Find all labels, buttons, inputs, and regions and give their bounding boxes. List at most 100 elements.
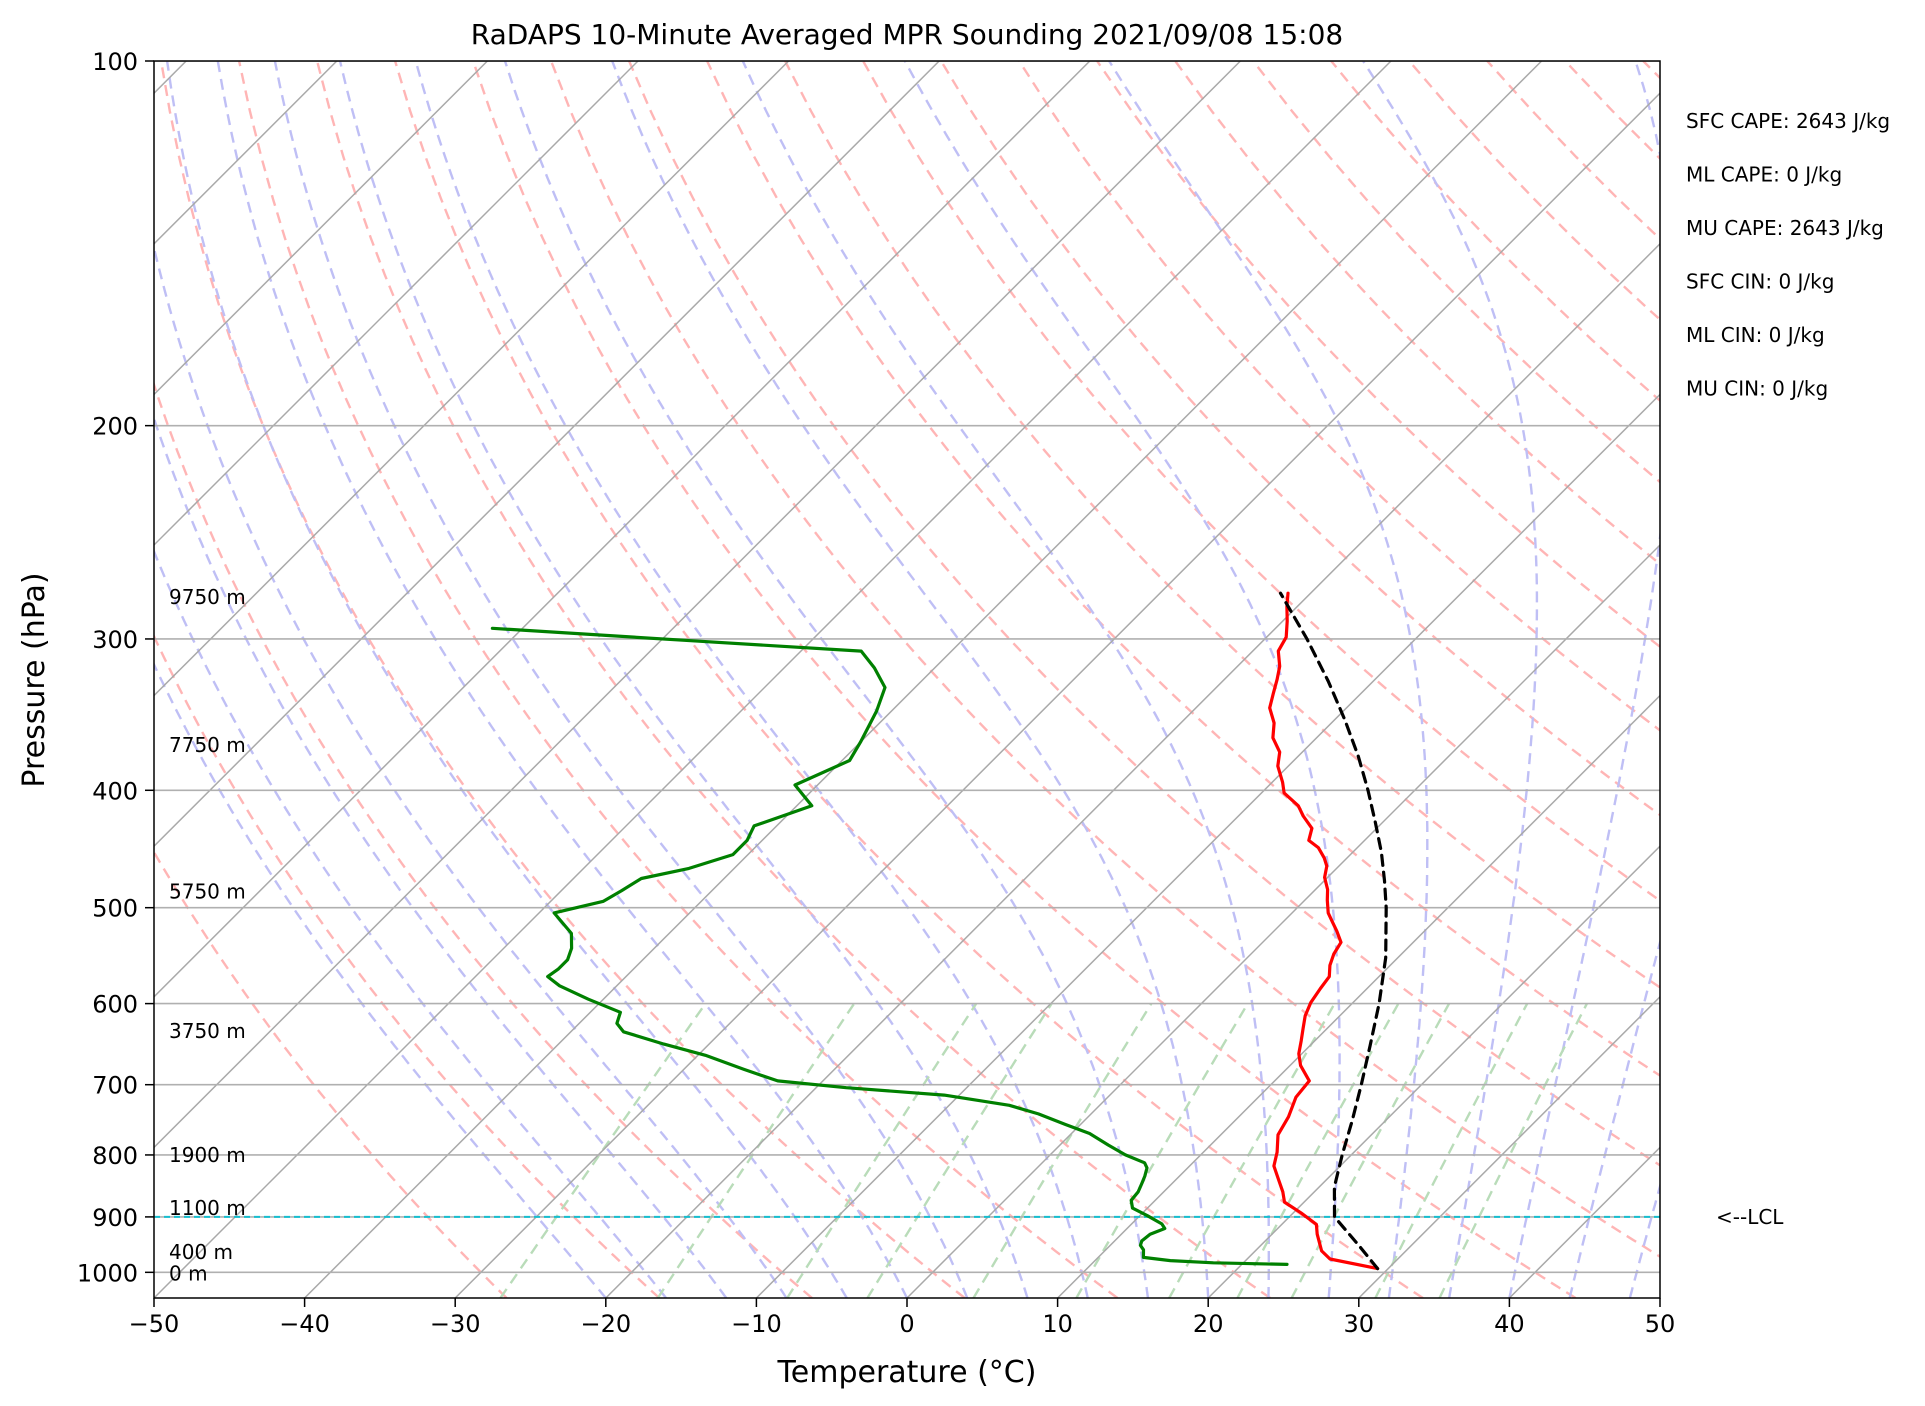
isotherm-line xyxy=(154,61,1241,1149)
dry-adiabat-line xyxy=(159,61,966,1298)
y-tick-label: 700 xyxy=(92,1072,138,1100)
moist-adiabat-line xyxy=(338,61,1029,1298)
dry-adiabat-line xyxy=(154,849,508,1298)
mixing-ratio-line xyxy=(656,1002,856,1298)
mixing-ratio-line xyxy=(1438,1003,1588,1298)
index-value-label: ML CIN: 0 J/kg xyxy=(1686,323,1825,347)
moist-adiabat-line xyxy=(1508,61,1660,1298)
x-tick-label: −20 xyxy=(580,1310,631,1338)
isotherm-line xyxy=(154,61,790,697)
dry-adiabat-line xyxy=(471,61,1577,1298)
dry-adiabat-line xyxy=(237,61,1119,1298)
moist-adiabat-line xyxy=(611,61,1210,1298)
y-tick-label: 900 xyxy=(92,1204,138,1232)
isotherm-line xyxy=(605,242,1660,1298)
y-tick-label: 600 xyxy=(92,991,138,1019)
y-tick-label: 800 xyxy=(92,1142,138,1170)
y-tick-label: 300 xyxy=(92,626,138,654)
y-tick-label: 100 xyxy=(92,48,138,76)
isotherm-line xyxy=(1207,845,1660,1298)
isotherms xyxy=(154,61,1660,1298)
x-tick-label: 20 xyxy=(1193,1310,1224,1338)
x-tick-label: −50 xyxy=(129,1310,180,1338)
dry-adiabat-line xyxy=(154,380,813,1298)
height-label: 0 m xyxy=(169,1261,208,1285)
x-tick-label: 0 xyxy=(899,1310,914,1338)
moist-adiabat-line xyxy=(1362,61,1539,1298)
isotherm-line xyxy=(1358,995,1660,1298)
mixing-ratio-line xyxy=(1374,1003,1529,1298)
height-label: 9750 m xyxy=(169,585,246,609)
y-tick-label: 400 xyxy=(92,777,138,805)
moist-adiabat-line xyxy=(154,414,728,1298)
x-tick-label: −30 xyxy=(430,1310,481,1338)
isotherm-line xyxy=(454,92,1660,1298)
y-axis-label: Pressure (hPa) xyxy=(17,572,52,787)
y-axis-ticks: 100 200 300 400 500 600 700 800 900 1000 xyxy=(77,48,154,1287)
mixing-ratio-line xyxy=(972,1002,1153,1298)
mixing-ratio-lines xyxy=(499,1002,1588,1298)
x-tick-label: −10 xyxy=(731,1310,782,1338)
moist-adiabat-line xyxy=(216,61,909,1298)
y-tick-label: 1000 xyxy=(77,1259,138,1287)
mixing-ratio-line xyxy=(499,1002,707,1298)
temperature-line xyxy=(1268,591,1380,1271)
isotherm-line xyxy=(755,393,1660,1298)
dewpoint-line xyxy=(490,626,1289,1266)
plot-area xyxy=(154,61,1660,1298)
x-tick-label: 10 xyxy=(1042,1310,1073,1338)
indices-panel: SFC CAPE: 2643 J/kg ML CAPE: 0 J/kg MU CAP… xyxy=(1686,109,1890,401)
isotherm-line xyxy=(906,543,1660,1298)
sounding-series xyxy=(490,591,1388,1271)
dry-adiabat-line xyxy=(549,61,1660,1259)
dry-adiabat-line xyxy=(315,61,1271,1298)
moist-adiabat-line xyxy=(273,61,969,1298)
mixing-ratio-line xyxy=(1168,1003,1336,1298)
x-axis-label: Temperature (°C) xyxy=(777,1355,1037,1390)
dry-adiabat-line xyxy=(627,61,1660,1167)
index-value-label: ML CAPE: 0 J/kg xyxy=(1686,163,1842,187)
parcel-line xyxy=(1278,591,1388,1271)
moist-adiabat-line xyxy=(414,61,1089,1298)
moist-adiabats xyxy=(154,61,1660,1298)
moist-adiabat-line xyxy=(1108,61,1429,1298)
isotherm-line xyxy=(304,61,1543,1298)
y-tick-label: 500 xyxy=(92,895,138,923)
height-label: 1900 m xyxy=(169,1143,246,1167)
isotherm-line xyxy=(154,61,1091,998)
height-label: 7750 m xyxy=(169,733,246,757)
moist-adiabat-line xyxy=(503,61,1150,1298)
isotherm-line xyxy=(1057,694,1660,1298)
isotherm-line xyxy=(154,61,488,396)
height-label: 400 m xyxy=(169,1240,233,1264)
index-value-label: MU CIN: 0 J/kg xyxy=(1686,377,1828,401)
index-value-label: SFC CAPE: 2643 J/kg xyxy=(1686,109,1890,133)
dry-adiabat-line xyxy=(154,633,661,1298)
mixing-ratio-line xyxy=(866,1002,1053,1298)
x-tick-label: 30 xyxy=(1344,1310,1375,1338)
index-value-label: SFC CIN: 0 J/kg xyxy=(1686,270,1834,294)
mixing-ratio-line xyxy=(1236,1003,1400,1298)
moist-adiabat-line xyxy=(154,548,667,1298)
x-tick-label: 50 xyxy=(1645,1310,1676,1338)
moist-adiabat-line xyxy=(903,61,1341,1298)
height-label: 3750 m xyxy=(169,1019,246,1043)
x-axis-ticks: −50 −40 −30 −20 −10 0 10 20 30 40 50 xyxy=(129,1298,1676,1338)
mixing-ratio-line xyxy=(1290,1003,1451,1298)
moist-adiabat-line xyxy=(1568,937,1660,1298)
dry-adiabat-line xyxy=(1018,61,1660,732)
height-label: 1100 m xyxy=(169,1196,246,1220)
dry-adiabat-line xyxy=(1174,61,1660,566)
mixing-ratio-line xyxy=(1075,1002,1249,1298)
lcl-label: <--LCL xyxy=(1716,1205,1784,1229)
index-value-label: MU CAPE: 2643 J/kg xyxy=(1686,216,1884,240)
isotherm-line xyxy=(154,61,1392,1298)
moist-adiabat-line xyxy=(741,61,1270,1298)
x-tick-label: −40 xyxy=(279,1310,330,1338)
x-tick-label: 40 xyxy=(1494,1310,1525,1338)
moist-adiabat-line xyxy=(165,61,848,1298)
chart-title: RaDAPS 10-Minute Averaged MPR Sounding 2… xyxy=(471,18,1343,51)
moist-adiabat-line xyxy=(154,242,788,1298)
